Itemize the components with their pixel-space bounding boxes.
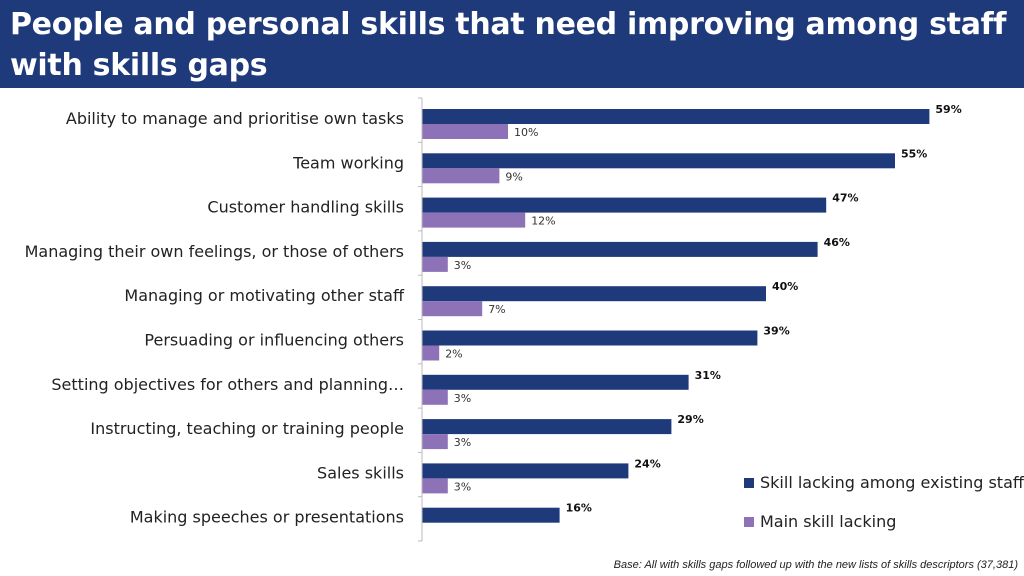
bar-existing-staff bbox=[422, 197, 827, 213]
legend-swatch-main bbox=[744, 517, 754, 527]
bar-main-skill bbox=[422, 301, 483, 317]
bar-main-skill bbox=[422, 212, 526, 228]
data-label: 46% bbox=[824, 236, 850, 249]
data-label: 16% bbox=[566, 502, 592, 515]
data-label: 55% bbox=[901, 147, 927, 160]
category-label: Managing or motivating other staff bbox=[124, 286, 405, 305]
category-label: Instructing, teaching or training people bbox=[90, 419, 404, 438]
category-label: Making speeches or presentations bbox=[130, 508, 404, 527]
data-label: 47% bbox=[832, 192, 858, 205]
category-label: Managing their own feelings, or those of… bbox=[25, 242, 404, 261]
category-label: Sales skills bbox=[317, 463, 404, 482]
data-label: 12% bbox=[531, 215, 555, 228]
legend-label: Skill lacking among existing staff bbox=[760, 473, 1024, 492]
category-label: Setting objectives for others and planni… bbox=[51, 375, 404, 394]
legend-label: Main skill lacking bbox=[760, 512, 896, 531]
data-label: 3% bbox=[454, 480, 471, 493]
category-label: Team working bbox=[292, 153, 404, 172]
data-label: 7% bbox=[488, 303, 505, 316]
bar-main-skill bbox=[422, 345, 440, 361]
chart-title: People and personal skills that need imp… bbox=[10, 7, 1007, 83]
data-label: 3% bbox=[454, 392, 471, 405]
bar-main-skill bbox=[422, 389, 448, 405]
data-label: 3% bbox=[454, 259, 471, 272]
data-label: 29% bbox=[677, 413, 703, 426]
title-bar: People and personal skills that need imp… bbox=[0, 0, 1024, 88]
legend-swatch-existing bbox=[744, 478, 754, 488]
data-label: 9% bbox=[505, 170, 522, 183]
bar-existing-staff bbox=[422, 330, 758, 346]
bar-existing-staff bbox=[422, 109, 930, 124]
bar-chart: Ability to manage and prioritise own tas… bbox=[25, 97, 1024, 542]
bar-existing-staff bbox=[422, 463, 629, 479]
base-footnote: Base: All with skills gaps followed up w… bbox=[613, 559, 1018, 571]
bar-main-skill bbox=[422, 256, 448, 272]
bar-main-skill bbox=[422, 434, 448, 450]
data-label: 59% bbox=[935, 103, 961, 116]
category-label: Ability to manage and prioritise own tas… bbox=[66, 109, 404, 128]
bar-existing-staff bbox=[422, 286, 766, 302]
category-label: Persuading or influencing others bbox=[144, 331, 404, 350]
bar-existing-staff bbox=[422, 374, 689, 390]
data-label: 2% bbox=[445, 348, 462, 361]
data-label: 39% bbox=[763, 325, 789, 338]
data-label: 31% bbox=[695, 369, 721, 382]
data-label: 40% bbox=[772, 280, 798, 293]
bar-existing-staff bbox=[422, 419, 672, 435]
data-label: 3% bbox=[454, 436, 471, 449]
category-label: Customer handling skills bbox=[207, 198, 404, 217]
bar-existing-staff bbox=[422, 507, 560, 523]
bar-main-skill bbox=[422, 478, 448, 494]
bar-main-skill bbox=[422, 168, 500, 184]
data-label: 10% bbox=[514, 126, 538, 139]
bar-main-skill bbox=[422, 124, 508, 139]
bar-existing-staff bbox=[422, 241, 818, 257]
bar-existing-staff bbox=[422, 153, 895, 169]
data-label: 24% bbox=[634, 457, 660, 470]
